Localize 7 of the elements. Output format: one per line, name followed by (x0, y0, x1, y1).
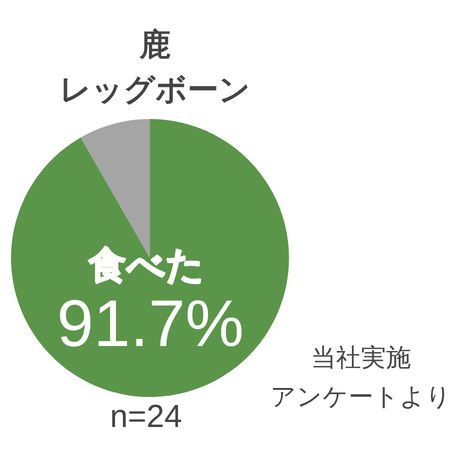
slice-label: 食べた (87, 245, 204, 288)
data-label: 91.7% (56, 286, 244, 360)
text: 当社実施 (311, 344, 411, 372)
text: n=24 (110, 398, 182, 434)
chart-subtitle: レッグボーン (60, 72, 250, 107)
text: アンケートより (270, 383, 452, 411)
chart-title: 鹿 (138, 27, 170, 62)
